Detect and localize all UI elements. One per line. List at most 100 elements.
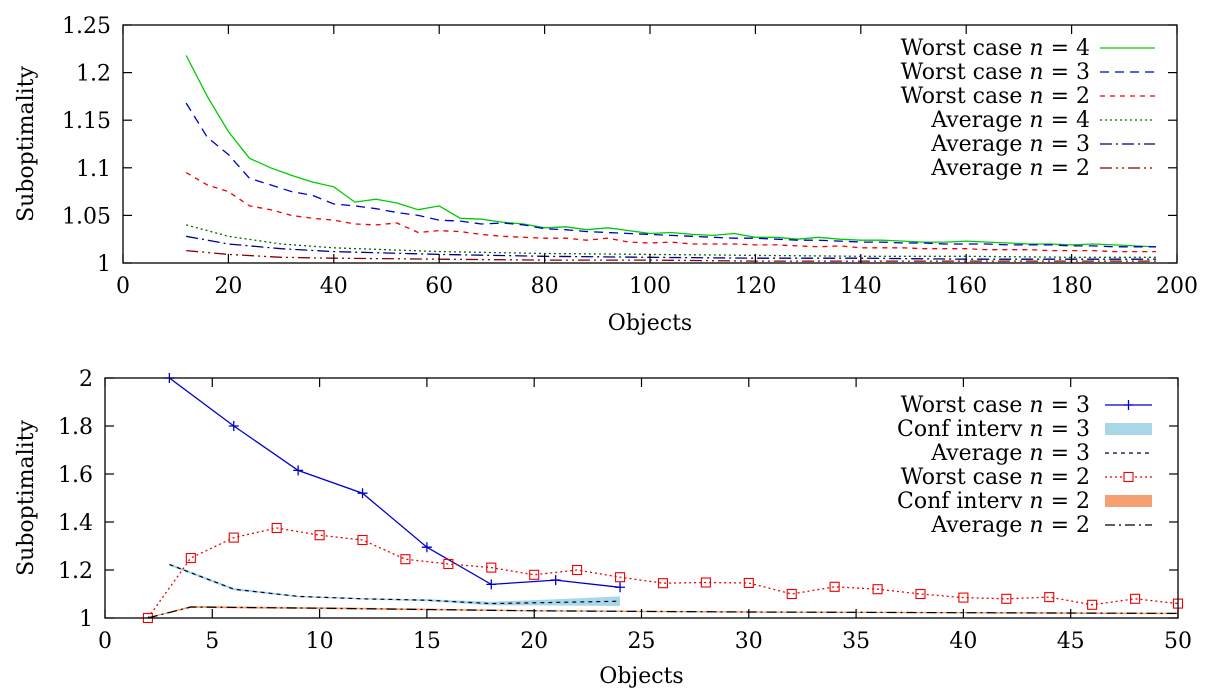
legend-label-value: 2 xyxy=(1076,465,1090,490)
x-tick-label: 45 xyxy=(1057,629,1085,654)
legend-label-eq: = xyxy=(1044,441,1076,466)
series-2 xyxy=(169,563,620,606)
y-tick-label: 1.15 xyxy=(62,109,111,134)
x-tick-label: 15 xyxy=(413,629,441,654)
data-point xyxy=(614,572,626,583)
legend-label-value: 3 xyxy=(1076,417,1090,442)
legend-label: Worst case n = 3 xyxy=(901,393,1090,418)
x-axis-label: Objects xyxy=(608,311,692,336)
legend-label-value: 4 xyxy=(1076,108,1090,133)
data-point xyxy=(293,465,304,476)
data-point xyxy=(572,564,583,576)
legend-label: Average n = 4 xyxy=(930,108,1090,133)
y-tick-label: 1.05 xyxy=(62,204,111,229)
data-point xyxy=(314,530,325,541)
series-1 xyxy=(164,373,626,593)
x-tick-label: 180 xyxy=(1051,274,1093,299)
legend-label-eq: = xyxy=(1044,132,1076,157)
legend-label-text: Average xyxy=(930,513,1029,538)
x-tick-label: 10 xyxy=(306,629,334,654)
series-3 xyxy=(185,172,1156,253)
x-tick-label: 20 xyxy=(520,629,548,654)
legend-label-var: n xyxy=(1029,489,1043,514)
series-4 xyxy=(186,224,1156,258)
legend-label: Conf interv n = 3 xyxy=(897,417,1090,442)
y-tick-label: 1.1 xyxy=(76,157,111,182)
legend-label-eq: = xyxy=(1044,36,1076,61)
y-tick-label: 1.2 xyxy=(76,62,111,87)
x-tick-label: 35 xyxy=(842,629,870,654)
legend-label-text: Average xyxy=(930,156,1029,181)
legend-label-value: 3 xyxy=(1076,60,1090,85)
legend-label-var: n xyxy=(1029,156,1043,181)
legend-label-value: 2 xyxy=(1076,84,1090,109)
x-tick-label: 20 xyxy=(214,274,242,299)
x-tick-label: 80 xyxy=(531,274,559,299)
legend-label-value: 4 xyxy=(1076,36,1090,61)
legend-label: Worst case n = 2 xyxy=(901,465,1090,490)
series-line-4 xyxy=(147,527,1179,619)
legend-label-var: n xyxy=(1029,513,1043,538)
legend-label-var: n xyxy=(1029,393,1043,418)
legend-label-text: Average xyxy=(930,441,1029,466)
legend-label-eq: = xyxy=(1044,84,1076,109)
top-chart: 0 20 40 60 80 100 120 140 160 180 200 1 1.05 1.1 1.15 1… xyxy=(14,14,1198,336)
y-tick-label: 1.6 xyxy=(58,463,93,488)
legend-label-var: n xyxy=(1029,465,1043,490)
y-tick-label: 1 xyxy=(79,607,93,632)
y-tick-label: 1.8 xyxy=(58,415,93,440)
legend-label-eq: = xyxy=(1044,417,1076,442)
data-point xyxy=(615,582,626,593)
legend-label-text: Conf interv xyxy=(897,417,1029,442)
data-point xyxy=(443,558,454,570)
legend-label: Average n = 3 xyxy=(930,132,1090,157)
series-5 xyxy=(186,235,1156,260)
legend-swatch xyxy=(1105,423,1152,435)
legend-label-var: n xyxy=(1029,84,1043,109)
x-tick-label: 60 xyxy=(425,274,453,299)
legend-label-value: 3 xyxy=(1076,132,1090,157)
legend-label-value: 2 xyxy=(1076,513,1090,538)
y-axis-label: Suboptimality xyxy=(14,66,39,222)
legend-marker xyxy=(1123,400,1134,410)
data-point xyxy=(743,577,754,589)
data-point xyxy=(185,552,196,564)
legend-label-value: 2 xyxy=(1076,156,1090,181)
legend-label-var: n xyxy=(1029,417,1043,442)
legend-label: Average n = 2 xyxy=(930,513,1090,538)
x-tick-label: 5 xyxy=(205,629,219,654)
legend-label-eq: = xyxy=(1044,513,1076,538)
series-6 xyxy=(186,249,1156,262)
series-5 xyxy=(147,606,1178,619)
legend-marker xyxy=(1123,471,1134,483)
data-point xyxy=(550,575,561,586)
data-point xyxy=(271,522,282,534)
data-point xyxy=(529,569,540,580)
legend-label: Worst case n = 4 xyxy=(901,36,1090,61)
y-axis-label: Suboptimality xyxy=(14,420,39,576)
legend-label-eq: = xyxy=(1044,393,1076,418)
x-tick-label: 40 xyxy=(949,629,977,654)
data-point xyxy=(1044,592,1055,603)
legend-label-var: n xyxy=(1029,441,1043,466)
legend-label-eq: = xyxy=(1044,156,1076,181)
x-tick-label: 120 xyxy=(734,274,776,299)
data-point xyxy=(486,562,497,573)
y-tick-label: 2 xyxy=(79,367,93,392)
legend-label-var: n xyxy=(1029,108,1043,133)
legend-label-text: Worst case xyxy=(901,393,1030,418)
x-tick-label: 30 xyxy=(735,629,763,654)
data-point xyxy=(486,579,497,590)
legend-label-text: Worst case xyxy=(901,465,1030,490)
data-point xyxy=(700,577,711,588)
data-point xyxy=(872,584,883,595)
y-tick-label: 1 xyxy=(97,252,111,277)
x-tick-label: 25 xyxy=(628,629,656,654)
data-point xyxy=(357,488,368,499)
data-point xyxy=(657,578,669,589)
series-4 xyxy=(142,522,1184,624)
series-line-1 xyxy=(169,377,621,588)
data-point xyxy=(1001,593,1012,604)
